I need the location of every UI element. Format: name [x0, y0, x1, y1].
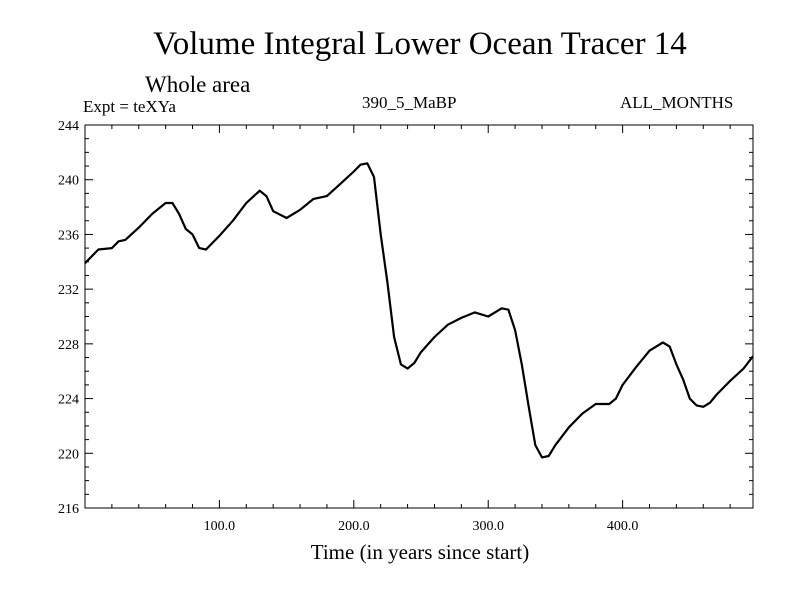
chart-subtitle: Whole area [145, 72, 251, 97]
experiment-label: Expt = teXYa [83, 97, 176, 116]
x-tick-label: 300.0 [472, 519, 504, 534]
x-axis-label: Time (in years since start) [310, 540, 530, 564]
y-tick-label: 236 [58, 228, 79, 243]
y-tick-label: 232 [58, 283, 79, 298]
y-tick-label: 216 [58, 502, 79, 517]
y-tick-label: 220 [58, 447, 79, 462]
chart-title: Volume Integral Lower Ocean Tracer 14 [153, 26, 687, 62]
y-tick-label: 224 [58, 393, 79, 408]
y-tick-label: 240 [58, 174, 79, 189]
run-id-label: 390_5_MaBP [362, 93, 457, 112]
series-line [84, 162, 754, 459]
y-tick-label: 244 [58, 119, 79, 134]
y-tick-label: 228 [58, 338, 79, 353]
x-tick-label: 400.0 [607, 519, 639, 534]
months-label: ALL_MONTHS [620, 93, 734, 112]
x-tick-label: 100.0 [204, 519, 236, 534]
x-tick-label: 200.0 [338, 519, 370, 534]
plot-frame [84, 124, 754, 509]
